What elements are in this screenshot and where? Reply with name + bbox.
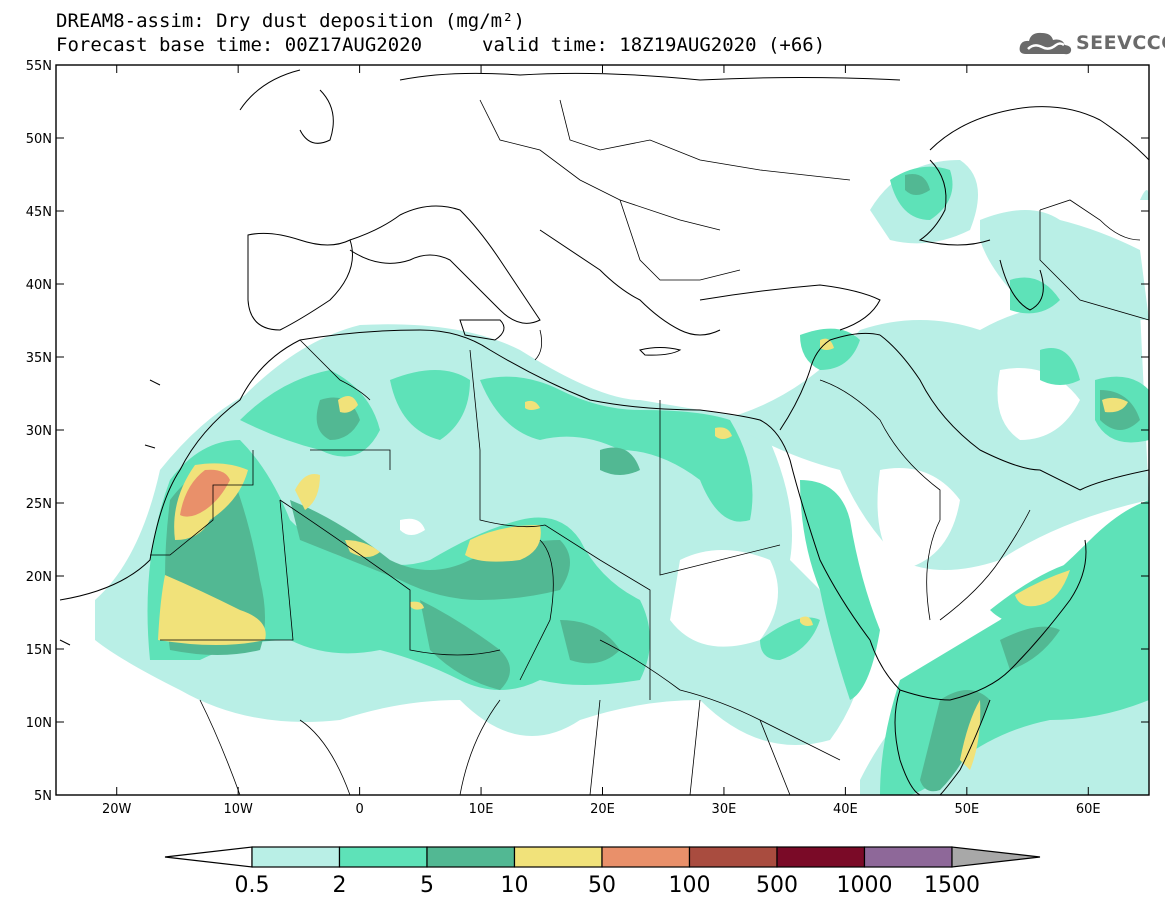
colorbar-box	[251, 846, 341, 868]
colorbar-label: 0.5	[235, 873, 270, 898]
colorbar-box	[338, 846, 428, 868]
colorbar-box	[426, 846, 516, 868]
lat-label: 10N	[26, 716, 52, 731]
lon-label: 20E	[590, 802, 615, 817]
colorbar-box	[776, 846, 866, 868]
longitude-labels: 20W 10W 0 10E 20E 30E 40E 50E 60E	[102, 802, 1101, 817]
colorbar-box	[601, 846, 691, 868]
coastlines	[59, 69, 1149, 795]
seevccc-logo: SEEVCCC	[1018, 28, 1165, 58]
lon-label: 40E	[833, 802, 858, 817]
map-title: DREAM8-assim: Dry dust deposition (mg/m²…	[56, 10, 525, 32]
deposition-field	[56, 65, 1149, 795]
lat-label: 40N	[26, 278, 52, 293]
colorbar-right-arrow	[951, 846, 1041, 868]
colorbar-label: 10	[501, 873, 529, 898]
colorbar-box	[863, 846, 953, 868]
colorbar-label: 1500	[924, 873, 980, 898]
colorbar-box	[688, 846, 778, 868]
lon-label: 20W	[102, 802, 132, 817]
country-borders	[150, 99, 1149, 795]
colorbar-label: 5	[420, 873, 434, 898]
lat-label: 35N	[26, 351, 52, 366]
lon-label: 0	[355, 802, 363, 817]
colorbar-label: 50	[588, 873, 616, 898]
longitude-ticks	[116, 65, 1089, 795]
lat-label: 55N	[26, 59, 52, 74]
latitude-ticks	[56, 64, 1149, 796]
colorbar-left-arrow	[164, 846, 253, 868]
lon-label: 60E	[1076, 802, 1101, 817]
forecast-base-time: Forecast base time: 00Z17AUG2020	[56, 34, 423, 56]
lat-label: 20N	[26, 570, 52, 585]
lon-label: 10E	[469, 802, 494, 817]
latitude-labels: 55N 50N 45N 40N 35N 30N 25N 20N 15N 10N 5N	[26, 59, 52, 804]
lon-label: 10W	[223, 802, 253, 817]
lat-label: 15N	[26, 643, 52, 658]
lat-label: 25N	[26, 497, 52, 512]
cloud-logo-icon	[1019, 32, 1072, 55]
lon-label: 30E	[712, 802, 737, 817]
colorbar-label: 1000	[837, 873, 893, 898]
colorbar-box	[513, 846, 603, 868]
lat-label: 30N	[26, 424, 52, 439]
valid-time: valid time: 18Z19AUG2020 (+66)	[482, 34, 826, 56]
colorbar: 0.5 2 5 10 50 100 500 1000 1500	[164, 846, 1041, 898]
lat-label: 5N	[34, 789, 52, 804]
lat-label: 45N	[26, 205, 52, 220]
lat-label: 50N	[26, 132, 52, 147]
logo-text: SEEVCCC	[1076, 32, 1165, 54]
colorbar-label: 100	[669, 873, 711, 898]
colorbar-label: 2	[333, 873, 347, 898]
lon-label: 50E	[954, 802, 979, 817]
colorbar-label: 500	[756, 873, 798, 898]
